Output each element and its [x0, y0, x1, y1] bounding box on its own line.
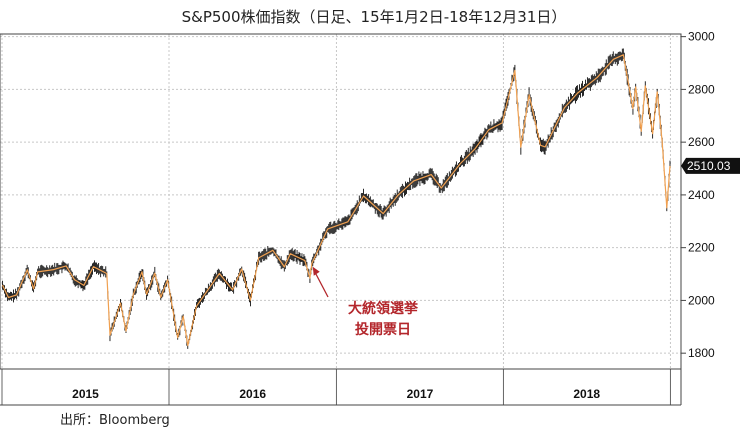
source-note: 出所：Bloomberg: [60, 413, 170, 428]
last-value-tag: [681, 157, 740, 174]
plot-frame: [0, 33, 682, 370]
x-tick-label: 2016: [239, 387, 266, 401]
annotation-line2: 投開票日: [355, 322, 411, 338]
chart-title: S&P500株価指数（日足、15年1月2日-18年12月31日）: [182, 8, 567, 26]
annotation-line1: 大統領選挙: [348, 300, 419, 317]
gridlines: [0, 34, 681, 369]
y-tick-label: 2000: [688, 293, 715, 307]
election-annotation: 大統領選挙 投開票日: [312, 266, 419, 338]
y-tick-label: 3000: [688, 30, 715, 44]
x-tick-label: 2017: [407, 387, 434, 401]
y-tick-label: 1800: [688, 346, 715, 360]
price-series: [1, 48, 671, 349]
y-tick-label: 2800: [688, 82, 715, 96]
y-tick-label: 2400: [688, 188, 715, 202]
last-value-marker: 2510.03: [681, 157, 740, 174]
y-tick-label: 2600: [688, 135, 715, 149]
y-tick-label: 2200: [688, 241, 715, 255]
x-tick-label: 2015: [72, 387, 99, 401]
x-axis-ticks: 2015 2016 2017 2018: [1, 369, 671, 405]
price-line: [1, 54, 671, 347]
annotation-arrow-shaft: [314, 271, 329, 298]
last-value-label: 2510.03: [687, 159, 731, 173]
x-tick-label: 2018: [573, 387, 600, 401]
y-axis-ticks: 1800 2000 2200 2400 2600 2800 3000: [681, 30, 715, 360]
annotation-arrow-head: [312, 266, 320, 276]
